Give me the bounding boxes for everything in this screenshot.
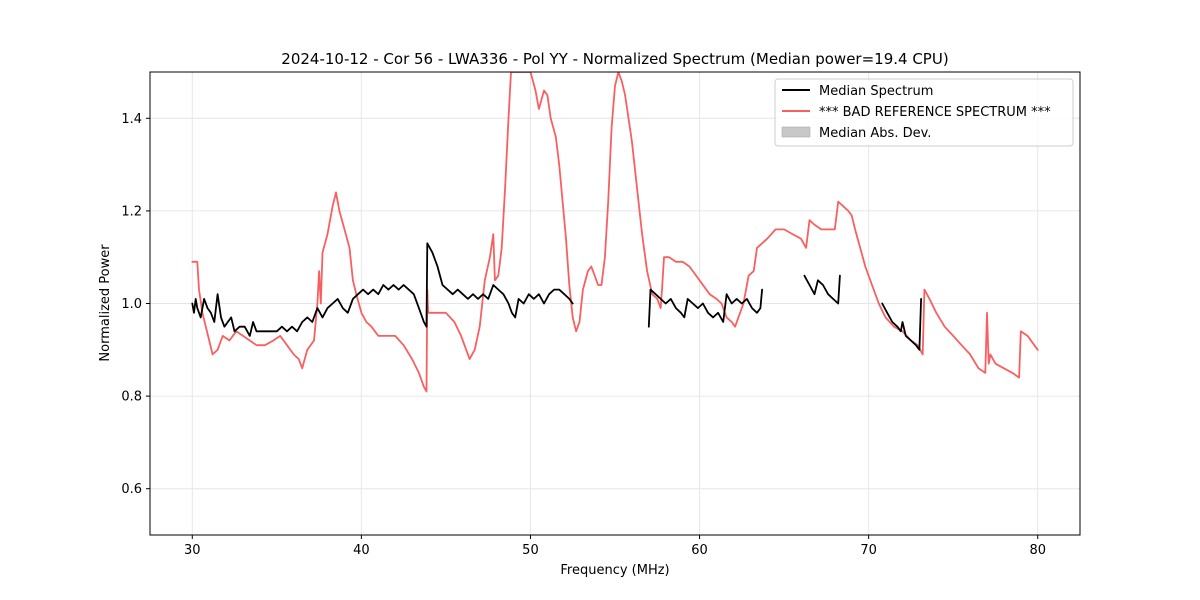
x-tick-label: 50	[522, 543, 539, 558]
legend-bad-reference-label: *** BAD REFERENCE SPECTRUM ***	[819, 105, 1051, 120]
series-line-median-spectrum	[191, 242, 574, 337]
y-axis-label: Normalized Power	[98, 244, 113, 362]
x-tick-label: 80	[1029, 543, 1046, 558]
x-tick-label: 40	[353, 543, 370, 558]
legend-mad-patch	[781, 126, 811, 138]
series-line-median-spectrum	[647, 288, 763, 328]
series-line-median-spectrum	[803, 274, 841, 305]
legend-box	[774, 78, 1074, 147]
x-tick-label: 30	[184, 543, 201, 558]
legend-median-label: Median Spectrum	[819, 84, 933, 99]
series-line-bad-reference-spectrum	[191, 72, 1039, 393]
y-tick-label: 1.0	[121, 297, 142, 312]
x-axis: 30 40 50 60 70 80	[184, 535, 1046, 558]
legend: Median Spectrum *** BAD REFERENCE SPECTR…	[774, 78, 1074, 147]
x-tick-label: 70	[860, 543, 877, 558]
y-axis: 0.6 0.8 1.0 1.2 1.4	[121, 112, 150, 497]
y-tick-label: 1.2	[121, 204, 142, 219]
plot-lines	[191, 72, 1039, 393]
legend-mad-label: Median Abs. Dev.	[819, 126, 931, 141]
x-tick-label: 60	[691, 543, 708, 558]
y-tick-label: 1.4	[121, 112, 142, 127]
series-line-median-spectrum	[881, 297, 922, 351]
chart-title: 2024-10-12 - Cor 56 - LWA336 - Pol YY - …	[281, 50, 948, 68]
x-axis-label: Frequency (MHz)	[560, 563, 669, 578]
y-tick-label: 0.8	[121, 390, 142, 405]
y-tick-label: 0.6	[121, 482, 142, 497]
